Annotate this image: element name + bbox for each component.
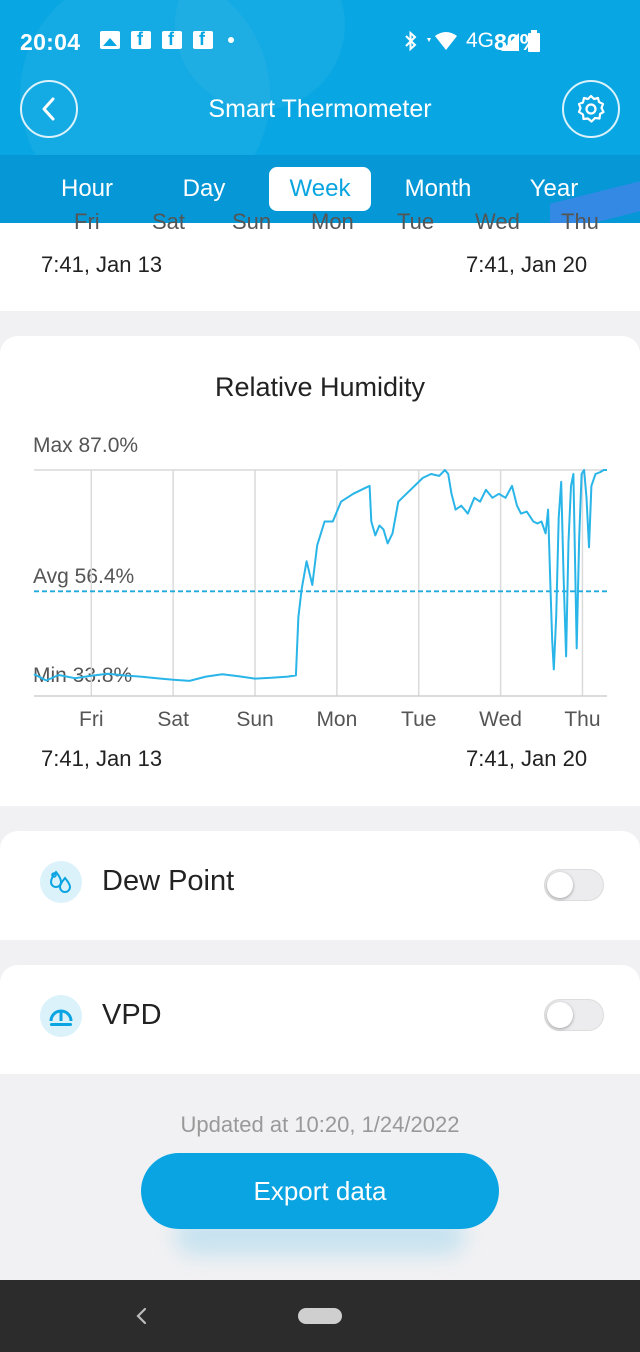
vpd-toggle[interactable] — [544, 999, 604, 1031]
page-title: Smart Thermometer — [208, 95, 432, 123]
image-icon — [100, 31, 120, 49]
range-end-label: 7:41, Jan 20 — [466, 746, 588, 771]
chart-title: Relative Humidity — [214, 372, 426, 402]
vpd-label: VPD — [102, 999, 162, 1031]
dew-point-icon — [40, 861, 82, 903]
x-tick: Tue — [397, 209, 435, 234]
tab-day[interactable]: Day — [182, 175, 226, 202]
toggle-knob — [547, 1002, 573, 1028]
vpd-icon — [40, 995, 82, 1037]
status-time: 20:04 — [20, 29, 81, 55]
x-tick: Thu — [561, 209, 599, 234]
status-right: 4G — [404, 29, 540, 53]
humidity-series-line — [33, 469, 607, 682]
vpd-row: VPD — [0, 965, 640, 1074]
x-tick: Mon — [311, 209, 354, 234]
x-tick-label: Sun — [236, 708, 273, 731]
range-end-label: 7:41, Jan 20 — [466, 252, 588, 277]
home-pill[interactable] — [298, 1308, 342, 1324]
network-type: 4G — [465, 29, 494, 52]
facebook-icon — [193, 29, 213, 50]
chevron-left-icon — [42, 97, 55, 121]
dew-point-label: Dew Point — [102, 865, 235, 897]
x-tick-label: Sat — [157, 708, 189, 731]
battery-icon — [528, 30, 540, 52]
range-start-label: 7:41, Jan 13 — [41, 746, 163, 771]
facebook-icon — [131, 29, 151, 50]
x-tick-label: Mon — [316, 708, 357, 731]
x-tick: Sat — [152, 209, 186, 234]
x-tick: Wed — [475, 209, 520, 234]
humidity-card: Relative Humidity Max 87.0% Avg 56.4% Mi… — [0, 336, 640, 806]
tab-month[interactable]: Month — [404, 175, 472, 202]
gear-icon — [577, 94, 605, 123]
temperature-card: Fri Sat Sun Mon Tue Wed Thu 7:41, Jan 13… — [0, 209, 640, 311]
avg-label: Avg 56.4% — [33, 565, 135, 588]
max-label: Max 87.0% — [33, 434, 139, 457]
range-tabs: Hour Day Week Month Year — [0, 167, 640, 211]
bluetooth-icon — [405, 30, 417, 52]
tab-week[interactable]: Week — [269, 167, 371, 211]
dew-point-row: Dew Point — [0, 831, 640, 940]
x-tick-label: Fri — [79, 708, 104, 731]
settings-button[interactable] — [562, 80, 620, 138]
nav-bar: Smart Thermometer — [0, 80, 640, 142]
humidity-chart: Fri Sat Sun Mon Tue Wed Thu — [33, 469, 607, 731]
dew-point-toggle[interactable] — [544, 869, 604, 901]
battery-percent: 80% — [494, 29, 541, 55]
back-button[interactable] — [20, 80, 78, 138]
x-tick: Sun — [232, 209, 272, 234]
notification-icons — [100, 29, 234, 50]
status-bar: 20:04 4G 80% — [0, 0, 640, 84]
wifi-icon — [426, 32, 457, 50]
x-tick-label: Thu — [564, 708, 600, 731]
range-start-label: 7:41, Jan 13 — [41, 252, 163, 277]
min-label: Min 33.8% — [33, 664, 133, 687]
x-tick: Fri — [74, 209, 100, 234]
app-header: 20:04 4G 80% Smart Thermometer — [0, 0, 640, 223]
updated-timestamp: Updated at 10:20, 1/24/2022 — [180, 1112, 460, 1137]
system-back-icon[interactable] — [134, 1302, 148, 1330]
export-data-button[interactable]: Export data — [141, 1153, 499, 1229]
x-tick-label: Tue — [401, 708, 436, 731]
system-nav-bar — [0, 1280, 640, 1352]
tab-year[interactable]: Year — [529, 175, 579, 202]
tab-hour[interactable]: Hour — [60, 175, 114, 202]
x-tick-label: Wed — [479, 708, 522, 731]
more-notifications-icon — [228, 37, 234, 43]
facebook-icon — [162, 29, 182, 50]
signal-icon — [501, 33, 519, 51]
toggle-knob — [547, 872, 573, 898]
